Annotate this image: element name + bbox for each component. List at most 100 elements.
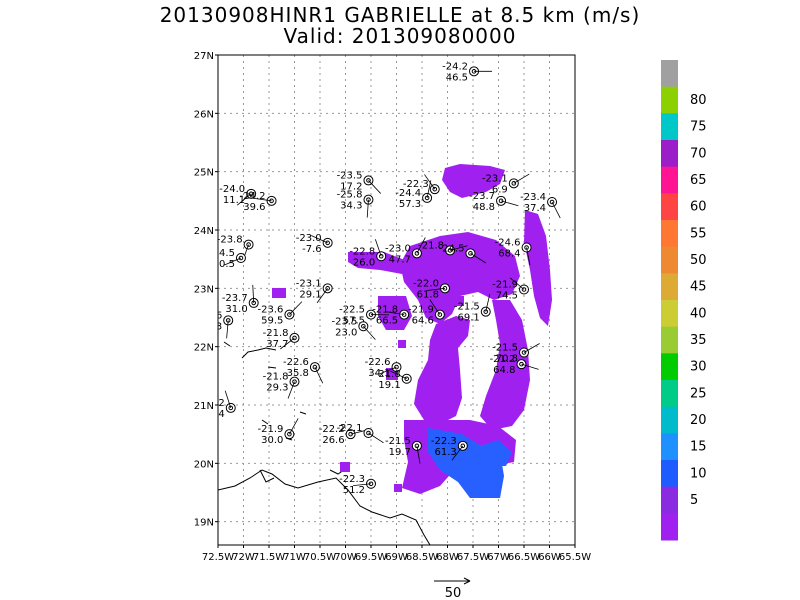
- station-wind-speed: 19.1: [378, 380, 400, 391]
- station-temperature: -21.5: [492, 343, 518, 354]
- station-temperature: -23.5: [331, 316, 357, 327]
- station-wind-speed: 40.5: [213, 259, 235, 270]
- station-temperature: -23.7: [469, 191, 495, 202]
- wind-barb: [470, 252, 486, 264]
- wind-barb: [236, 193, 252, 206]
- reference-vector-label: 50: [445, 586, 462, 600]
- wind-barb: [353, 483, 372, 487]
- station-temperature: -23.7: [222, 293, 248, 304]
- station-plot: -23.16.9: [482, 173, 530, 195]
- station-plot: -24.239.6: [240, 191, 277, 213]
- station-plot: -23.731.0: [222, 284, 259, 315]
- station-wind-speed: 69.1: [457, 313, 479, 324]
- station-marker-inner: [292, 379, 297, 384]
- wind-barb: [386, 311, 405, 315]
- station-plot: -21.964.6: [408, 299, 445, 327]
- station-plot: -21.930.0: [258, 418, 299, 446]
- lat-tick-label: 19N: [194, 518, 214, 529]
- station-wind-speed: 74.5: [496, 291, 518, 302]
- colorbar-swatch: [661, 113, 678, 141]
- wind-barb: [314, 366, 324, 384]
- lat-tick-label: 23N: [194, 284, 214, 295]
- lat-tick-label: 24N: [194, 226, 214, 237]
- wind-barb: [427, 287, 445, 291]
- lon-tick-label: 65.5W: [559, 552, 591, 563]
- station-plot: -24.457.3: [395, 180, 433, 210]
- colorbar-swatch: [661, 166, 678, 194]
- lon-tick-label: 71.5W: [253, 552, 285, 563]
- station-temperature: -21.8: [375, 369, 401, 380]
- wind-barb: [521, 363, 539, 370]
- station-plot: -21.570.8: [492, 343, 540, 365]
- station-temperature: -21.9: [408, 305, 434, 316]
- station-plot: -21.519.7: [385, 436, 422, 464]
- station-plot: -24.668.4: [495, 238, 532, 266]
- station-marker-inner: [378, 253, 384, 259]
- colorbar-swatch: [661, 246, 678, 274]
- station-wind-speed: 37.7: [266, 339, 288, 350]
- station-plot: -22.634.1: [365, 357, 402, 379]
- station-temperature: -22.3: [339, 474, 365, 485]
- colorbar-swatch: [661, 513, 678, 541]
- station-plot: -24.5: [439, 243, 486, 264]
- station-plot: -22.635.8: [283, 357, 324, 384]
- lon-tick-label: 69.5W: [355, 552, 387, 563]
- station-wind-speed: 29.1: [299, 289, 321, 300]
- colorbar-swatch: [661, 380, 678, 408]
- map-title: 20130908HINR1 GABRIELLE at 8.5 km (m/s): [159, 3, 641, 27]
- wind-barb: [426, 180, 432, 198]
- colorbar-label: 70: [690, 146, 707, 161]
- station-plot: -24.011.1: [219, 184, 257, 206]
- station-plot: -21.974.5: [492, 277, 529, 302]
- station-marker-inner: [238, 255, 244, 261]
- wind-barb: [252, 284, 255, 303]
- station-wind-speed: 61.3: [435, 447, 457, 458]
- station-temperature: -22.5: [339, 305, 365, 316]
- station-marker: [465, 248, 476, 259]
- station-plot: -23.437.4: [520, 192, 561, 219]
- station-plot: -23.047.7: [385, 237, 426, 265]
- station-plot: -23.0-7.6: [296, 233, 333, 255]
- station-marker-inner: [312, 364, 318, 370]
- wind-barb: [509, 277, 525, 290]
- station-wind-speed: 11.1: [223, 195, 245, 206]
- station-wind-speed: 68.4: [498, 249, 520, 260]
- station-marker-inner: [394, 364, 399, 370]
- station-wind-speed: 37.4: [524, 203, 546, 214]
- colorbar-swatch: [661, 193, 678, 221]
- colorbar-label: 45: [690, 280, 707, 295]
- station-plot: -23.659.5: [258, 301, 303, 327]
- station-temperature: -21.2: [490, 354, 516, 365]
- station-temperature: -21.5: [385, 436, 411, 447]
- station-marker-inner: [414, 251, 420, 256]
- colorbar-swatch: [661, 86, 678, 114]
- colorbar-label: 30: [690, 360, 707, 375]
- station-temperature: -23.8: [217, 235, 243, 246]
- station-wind-speed: 50.3: [200, 321, 222, 332]
- wind-barb: [513, 173, 530, 184]
- station-marker-inner: [468, 251, 473, 256]
- axis-labels: 27N 26N 25N 24N 23N 22N 21N 20N 19N 72.5W72W71.5W…: [194, 51, 591, 563]
- station-temperature: -22.6: [196, 310, 222, 321]
- station-wind-speed: 47.7: [389, 254, 411, 265]
- station-temperature: -23.4: [520, 192, 546, 203]
- station-temperature: -22.6: [283, 357, 309, 368]
- lat-tick-label: 26N: [194, 109, 214, 120]
- station-wind-speed: 59.5: [261, 316, 283, 327]
- station-temperature: -22.3: [431, 436, 457, 447]
- station-wind-speed: 39.6: [243, 202, 265, 213]
- station-temperature: -21.9: [258, 424, 284, 435]
- station-wind-speed: 46.5: [446, 72, 468, 83]
- lon-tick-label: 71W: [283, 552, 306, 563]
- station-plot: -23.517.2: [337, 170, 382, 194]
- station-temperature: -22.8: [349, 246, 375, 257]
- station-wind-speed: 34.3: [340, 201, 362, 212]
- wind-barb: [289, 418, 299, 435]
- colorbar-label: 80: [690, 93, 707, 108]
- station-wind-speed: 31.0: [225, 304, 247, 315]
- station-wind-speed: 30.0: [261, 435, 283, 446]
- wind-barb: [224, 390, 232, 409]
- coastline: [218, 341, 431, 545]
- colorbar-swatch: [661, 353, 678, 381]
